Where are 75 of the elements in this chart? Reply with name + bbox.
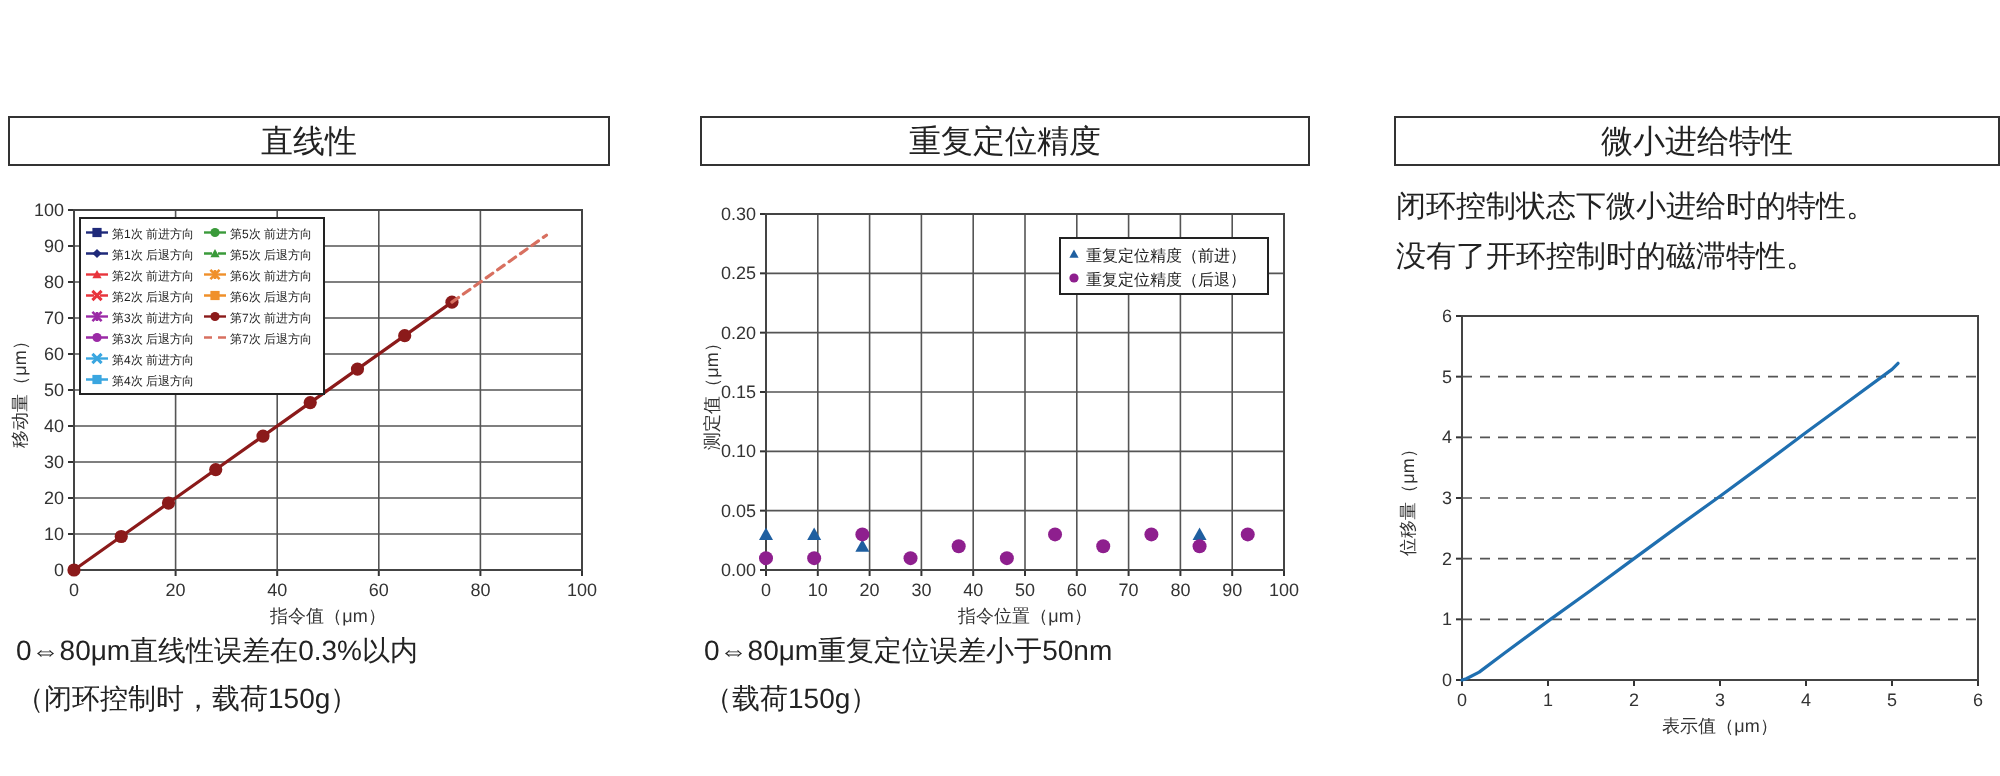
y-tick-label: 0.20: [720, 322, 756, 343]
y-tick-label: 0.30: [720, 204, 756, 224]
y-axis-title: 位移量（μm）: [1398, 440, 1418, 556]
y-tick-label: 10: [43, 524, 64, 544]
text: （载荷150g）: [704, 682, 879, 714]
y-tick-label: 0: [53, 560, 64, 580]
x-tick-label: 60: [1066, 580, 1087, 600]
text: 0⇔80μm直线性误差在0.3%以内: [16, 634, 418, 666]
point: [209, 462, 223, 477]
y-tick-label: 5: [1441, 366, 1452, 387]
x-tick-label: 50: [1014, 580, 1036, 600]
text: 闭环控制状态下微小进给时的特性。: [1396, 190, 1876, 224]
y-tick-label: 50: [43, 380, 64, 400]
y-tick-label: 0.05: [720, 500, 756, 521]
point: [350, 362, 365, 376]
x-tick-label: 100: [1268, 580, 1300, 600]
point: [256, 429, 270, 443]
y-tick-label: 0: [1441, 670, 1452, 690]
x-axis-title: 表示值（μm）: [1662, 716, 1778, 736]
point: [303, 396, 317, 410]
y-tick-label: 80: [43, 272, 64, 292]
y-tick-label: 0.15: [720, 382, 756, 402]
line-series: [1460, 361, 1900, 682]
y-tick-label: 0.10: [720, 441, 756, 462]
x-axis-title: 指令值（μm）: [268, 606, 386, 626]
y-tick-label: 40: [43, 416, 64, 436]
x-tick-label: 40: [963, 580, 984, 600]
point: [67, 563, 81, 577]
x-tick-label: 40: [267, 580, 288, 600]
y-tick-label: 1: [1441, 609, 1452, 630]
y-tick-label: 100: [33, 200, 64, 220]
x-tick-label: 10: [807, 580, 828, 600]
text: 0⇔80μm重复定位误差小于50nm: [704, 634, 1113, 666]
x-tick-label: 80: [470, 580, 491, 600]
x-tick-label: 4: [1800, 690, 1812, 710]
y-axis-title: 测定值（μm）: [702, 334, 722, 450]
y-tick-label: 6: [1441, 306, 1452, 326]
x-tick-label: 0: [760, 580, 772, 600]
y-tick-label: 90: [43, 236, 64, 256]
x-tick-label: 20: [165, 580, 186, 600]
x-tick-label: 5: [1886, 690, 1898, 710]
point: [161, 496, 176, 510]
x-axis-title: 指令位置（μm）: [956, 606, 1092, 626]
y-tick-label: 20: [43, 488, 64, 508]
x-tick-label: 1: [1542, 690, 1554, 710]
y-tick-label: 30: [43, 452, 64, 472]
x-tick-label: 100: [566, 580, 598, 600]
x-tick-label: 2: [1628, 690, 1640, 710]
x-tick-label: 70: [1118, 580, 1139, 600]
x-tick-label: 30: [911, 580, 932, 600]
legend-label: 重复定位精度（前进）: [1086, 247, 1246, 265]
text: 没有了开环控制时的磁滞特性。: [1396, 240, 1816, 274]
y-tick-label: 3: [1441, 488, 1452, 508]
x-tick-label: 3: [1714, 690, 1726, 710]
x-tick-label: 6: [1972, 690, 1984, 710]
x-tick-label: 90: [1222, 580, 1243, 600]
text: （闭环控制时，载荷150g）: [16, 682, 359, 714]
x-tick-label: 20: [859, 580, 880, 600]
chart-title: 重复定位精度: [909, 124, 1101, 160]
chart-title: 直线性: [261, 124, 357, 160]
y-tick-label: 0.00: [720, 560, 756, 580]
x-tick-label: 0: [1456, 690, 1468, 710]
x-tick-label: 0: [68, 580, 80, 600]
y-tick-label: 0.25: [720, 263, 756, 284]
y-tick-label: 70: [43, 308, 64, 328]
x-tick-label: 80: [1170, 580, 1191, 600]
x-tick-label: 60: [368, 580, 389, 600]
y-tick-label: 4: [1441, 427, 1452, 448]
legend-label: 重复定位精度（后退）: [1086, 271, 1246, 289]
point: [398, 329, 412, 343]
y-axis-title: 移动量（μm）: [10, 332, 30, 448]
y-tick-label: 2: [1441, 548, 1452, 569]
chart-title: 微小进给特性: [1601, 124, 1793, 160]
point: [114, 529, 128, 544]
y-tick-label: 60: [43, 344, 64, 364]
